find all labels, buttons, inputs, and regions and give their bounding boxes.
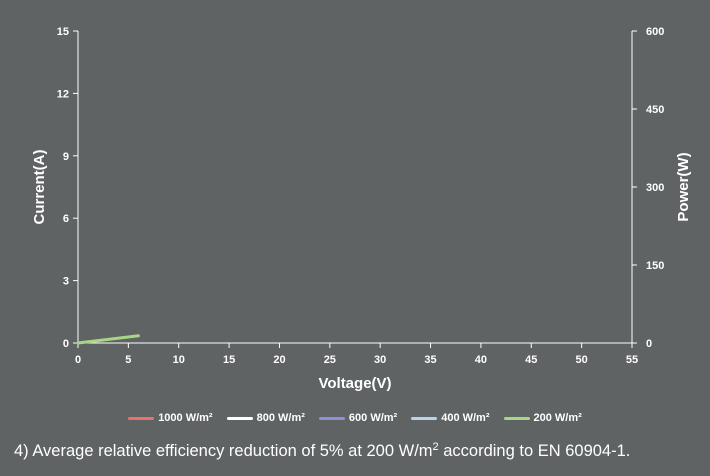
x-axis-title: Voltage(V) (318, 375, 391, 392)
x-tick-label: 55 (626, 354, 638, 366)
y2-tick-label: 0 (646, 338, 652, 350)
legend-item: 800 W/m² (226, 412, 305, 424)
legend-swatch (128, 416, 155, 420)
legend-label: 600 W/m² (348, 412, 398, 424)
x-tick-label: 50 (576, 354, 588, 366)
legend-label: 400 W/m² (441, 412, 490, 424)
y2-tick-label: 150 (646, 260, 664, 272)
x-tick-label: 10 (173, 354, 185, 366)
iv-curve-chart: 0 5 10 15 20 25 30 35 40 45 50 55036912150150300450… (31, 26, 692, 392)
legend-item: 400 W/m² (411, 412, 490, 424)
y-tick-label: 0 (63, 338, 69, 350)
series-line (76, 334, 140, 345)
legend-swatch (226, 416, 253, 420)
legend-item: 1000 W/m² (128, 412, 213, 424)
y-tick-label: 12 (57, 88, 69, 100)
x-tick-label: 45 (525, 354, 537, 366)
x-tick-label: 30 (374, 354, 386, 366)
x-tick-label: 35 (424, 354, 436, 366)
footnote: 4) Average relative efficiency reduction… (14, 441, 630, 461)
legend-swatch (411, 416, 438, 420)
footnote-text: 4) Average relative efficiency reduction… (14, 442, 433, 460)
legend-swatch (503, 416, 530, 420)
legend-swatch (318, 416, 345, 420)
legend-label: 1000 W/m² (158, 412, 213, 424)
chart-series-lines (76, 334, 140, 345)
x-tick-label: 40 (475, 354, 487, 366)
chart-legend: 1000 W/m² 800 W/m² 600 W/m² 400 W/m² 200 W/m… (0, 412, 710, 424)
x-tick-label: 5 (125, 354, 131, 366)
chart-ticks: 0 5 10 15 20 25 30 35 40 45 50 55036912150150300450… (57, 26, 665, 366)
y-tick-label: 15 (57, 26, 69, 38)
footnote-text-end: according to EN 60904-1. (438, 442, 631, 460)
legend-label: 200 W/m² (533, 412, 582, 424)
y-tick-label: 6 (63, 213, 69, 225)
legend-item: 200 W/m² (503, 412, 582, 424)
y2-tick-label: 450 (646, 104, 664, 116)
x-tick-label: 20 (273, 354, 285, 366)
legend-item: 600 W/m² (318, 412, 398, 424)
chart-axes (77, 31, 633, 344)
x-tick-label: 25 (324, 354, 336, 366)
y-tick-label: 3 (63, 276, 69, 288)
y2-tick-label: 600 (646, 26, 664, 38)
y-tick-label: 9 (63, 151, 69, 163)
y-axis-title: Current(A) (31, 150, 48, 225)
y2-tick-label: 300 (646, 182, 664, 194)
legend-label: 800 W/m² (256, 412, 305, 424)
footnote-superscript: 2 (432, 441, 439, 453)
x-tick-label: 0 (75, 354, 81, 366)
y2-axis-title: Power(W) (675, 152, 692, 221)
x-tick-label: 15 (223, 354, 235, 366)
